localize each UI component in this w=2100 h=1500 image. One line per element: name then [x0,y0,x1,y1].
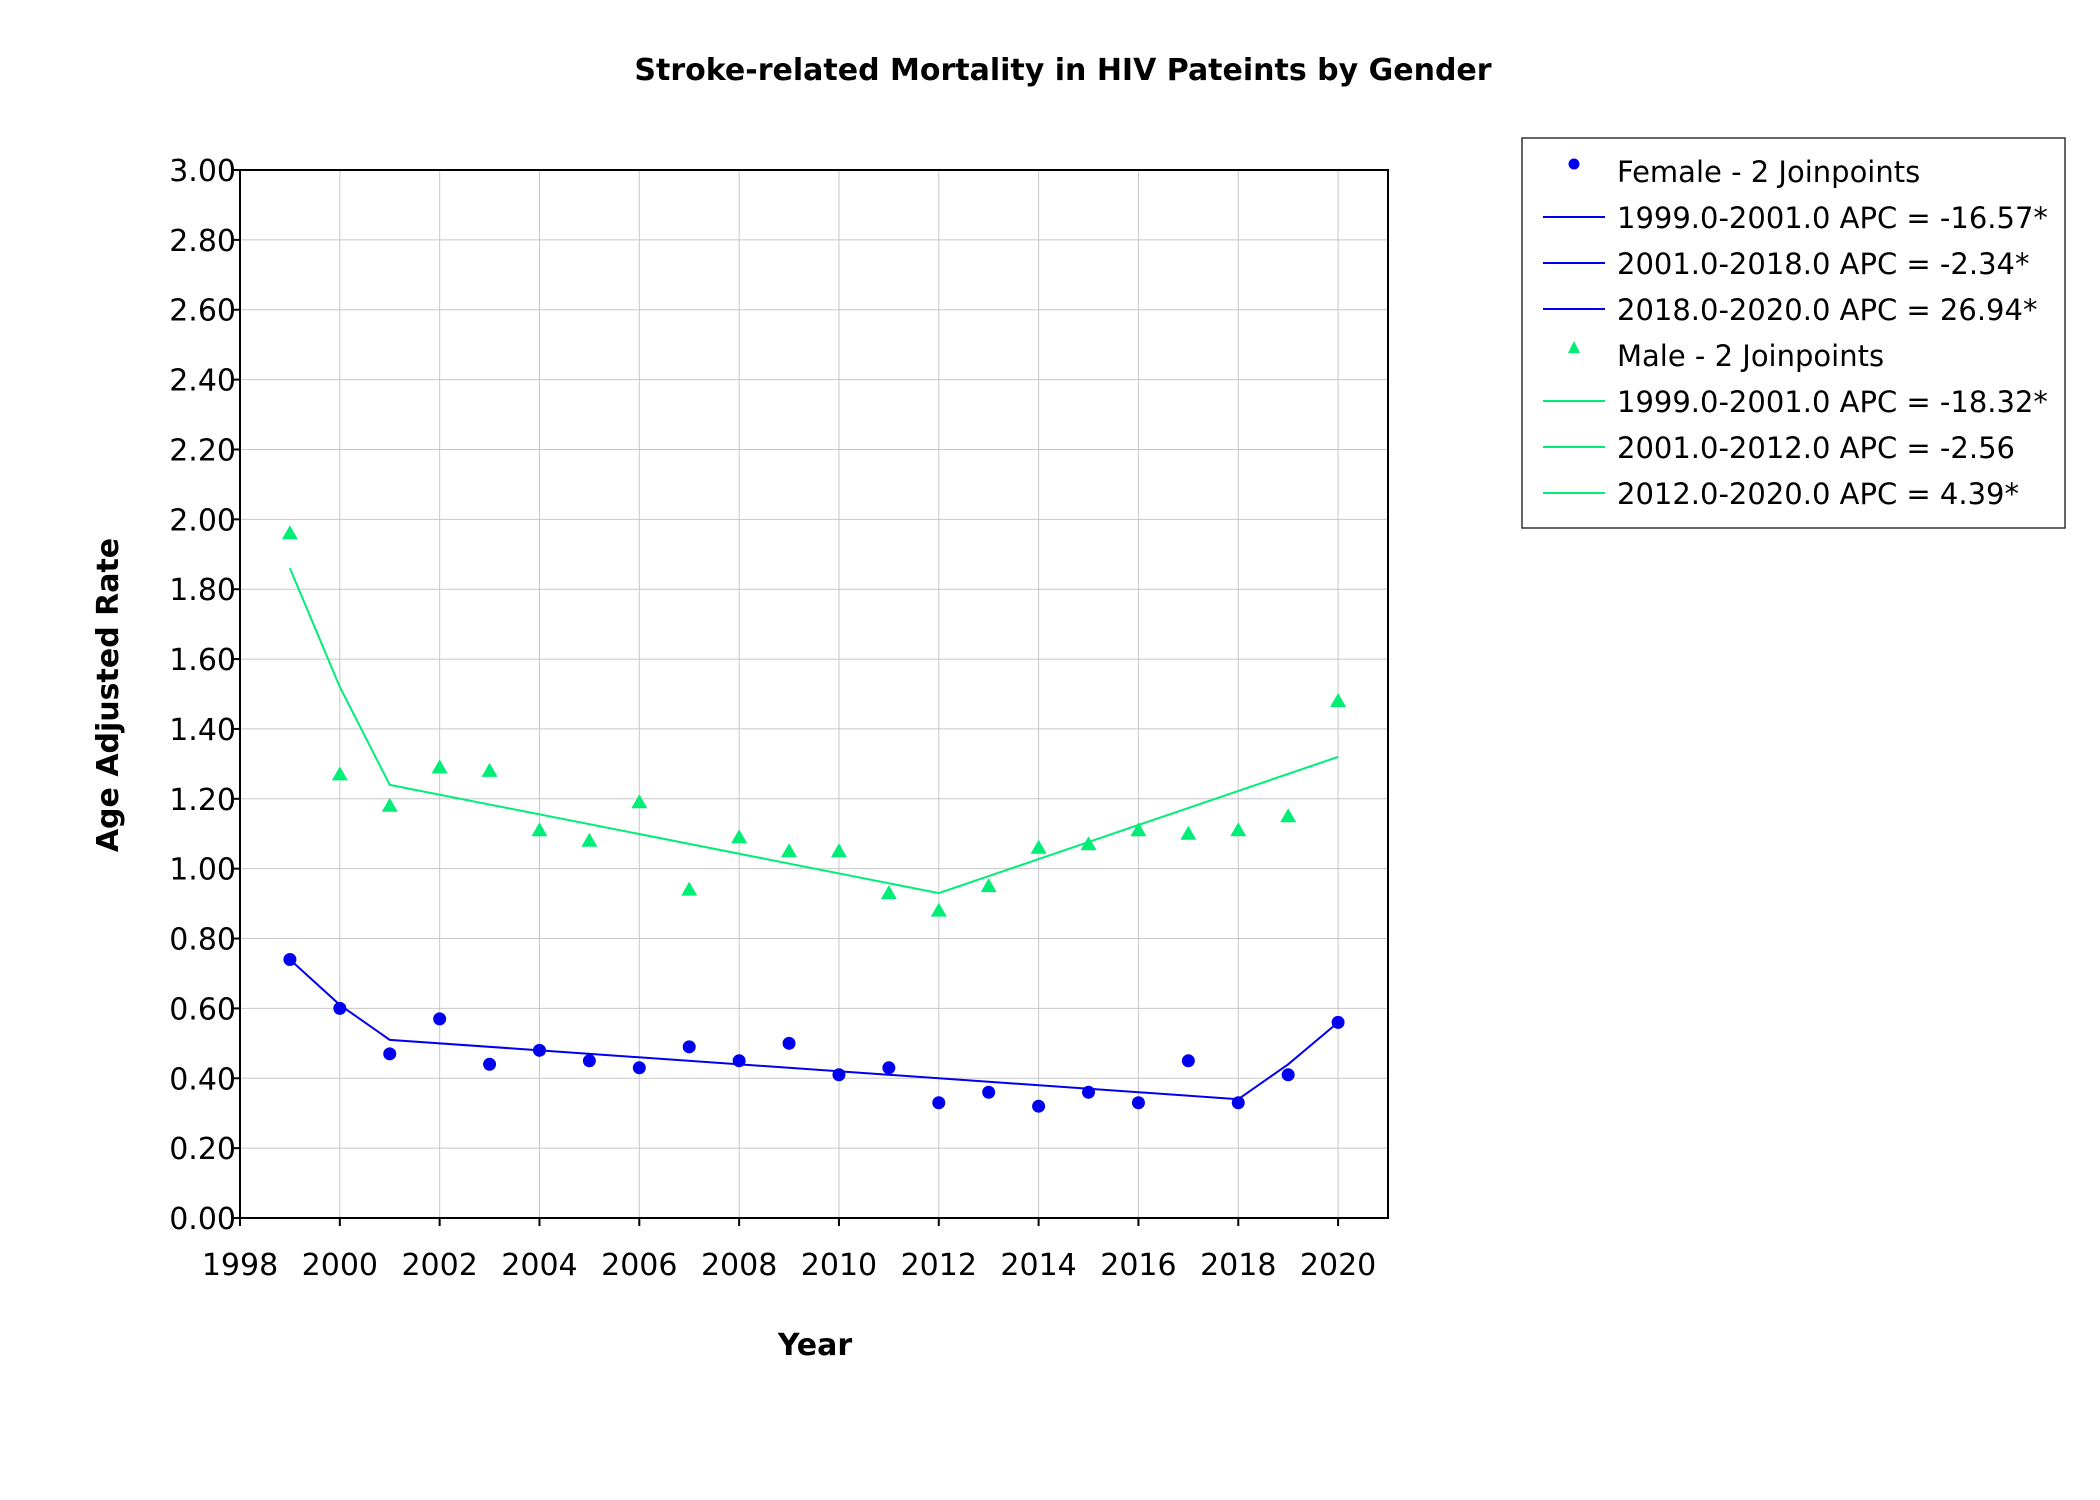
male-data-point [681,881,698,896]
male-data-point [281,525,298,540]
female-data-point [1331,1015,1345,1029]
legend-male-marker [1568,341,1580,353]
female-data-point [782,1036,796,1050]
y-tick-label: 0.80 [169,923,236,958]
chart-title: Stroke-related Mortality in HIV Pateints… [634,53,1491,88]
legend-male-segment-label: 2012.0-2020.0 APC = 4.39* [1617,477,2019,511]
y-tick-label: 1.00 [169,853,236,888]
x-tick-label: 2006 [601,1248,677,1283]
y-tick-label: 0.00 [169,1202,236,1237]
y-tick-label: 0.60 [169,992,236,1027]
female-series [283,952,1345,1113]
y-tick-label: 1.40 [169,713,236,748]
female-data-point [1131,1096,1145,1110]
male-data-point [1130,822,1147,837]
female-data-point [682,1040,696,1054]
legend-box [1521,137,2066,529]
y-tick-label: 2.60 [169,294,236,329]
legend-female-segment-label: 2001.0-2018.0 APC = -2.34* [1617,247,2029,281]
male-data-point [980,878,997,893]
y-tick-label: 2.00 [169,503,236,538]
y-tick-label: 3.00 [169,154,236,189]
x-tick-label: 2020 [1300,1248,1376,1283]
y-tick-label: 2.80 [169,224,236,259]
legend-female-marker [1568,158,1580,170]
male-data-point [930,902,947,917]
x-tick-label: 2018 [1200,1248,1276,1283]
x-tick-label: 2000 [302,1248,378,1283]
series-layer [281,525,1347,1113]
x-axis-title: Year [777,1328,853,1363]
female-data-point [283,952,297,966]
male-data-point [381,797,398,812]
female-data-point [433,1012,447,1026]
female-data-point [882,1061,896,1075]
legend: Female - 2 Joinpoints 1999.0-2001.0 APC =… [1521,137,2066,529]
male-data-point [481,762,498,777]
male-data-point [431,759,448,774]
legend-female-segment-label: 2018.0-2020.0 APC = 26.94* [1617,293,2037,327]
male-data-point [631,794,648,809]
female-data-point [1082,1085,1096,1099]
x-tick-label: 2016 [1100,1248,1176,1283]
male-data-point [1030,839,1047,854]
male-series [281,525,1347,917]
female-data-point [732,1054,746,1068]
y-tick-label: 1.60 [169,643,236,678]
female-data-point [483,1057,497,1071]
x-tick-label: 2002 [401,1248,477,1283]
plot-area [239,169,1389,1219]
y-tick-label: 0.40 [169,1062,236,1097]
female-data-point [1032,1099,1046,1113]
female-data-point [582,1054,596,1068]
x-tick-label: 1998 [202,1248,278,1283]
female-data-point [632,1061,646,1075]
x-tick-label: 2012 [901,1248,977,1283]
y-tick-label: 1.20 [169,783,236,818]
female-data-point [932,1096,946,1110]
legend-female-label: Female - 2 Joinpoints [1617,155,1920,189]
female-data-point [1181,1054,1195,1068]
legend-female-segment-label: 1999.0-2001.0 APC = -16.57* [1617,201,2048,235]
y-tick-label: 2.20 [169,433,236,468]
y-tick-label: 0.20 [169,1132,236,1167]
male-data-point [1330,692,1347,707]
female-data-point [832,1068,846,1082]
male-data-point [1080,836,1097,851]
male-fitted-line [288,567,1339,895]
legend-male-label: Male - 2 Joinpoints [1617,339,1884,373]
female-data-point [982,1085,996,1099]
male-data-point [1230,822,1247,837]
female-data-point [1281,1068,1295,1082]
legend-male-segment-label: 1999.0-2001.0 APC = -18.32* [1617,385,2048,419]
x-tick-label: 2004 [501,1248,577,1283]
male-data-point [1280,808,1297,823]
male-data-point [781,843,798,858]
male-data-point [731,829,748,844]
y-tick-label: 2.40 [169,364,236,399]
axis-ticks: 0.00 0.20 0.40 0.60 0.80 1.00 1.20 1.40 1.60 1.80… [169,154,1376,1283]
male-data-point [331,766,348,781]
male-data-point [531,822,548,837]
y-tick-label: 1.80 [169,573,236,608]
male-data-point [1180,825,1197,840]
female-fitted-line [289,958,1339,1101]
y-axis-title: Age Adjusted Rate [91,538,126,852]
female-data-point [333,1001,347,1015]
grid [240,169,1388,1219]
x-tick-label: 2010 [801,1248,877,1283]
male-data-point [880,885,897,900]
female-data-point [532,1043,546,1057]
male-data-point [830,843,847,858]
x-tick-label: 2014 [1000,1248,1076,1283]
female-data-point [1231,1096,1245,1110]
legend-male-segment-label: 2001.0-2012.0 APC = -2.56 [1617,431,2015,465]
male-data-point [581,832,598,847]
x-tick-label: 2008 [701,1248,777,1283]
female-data-point [383,1047,397,1061]
